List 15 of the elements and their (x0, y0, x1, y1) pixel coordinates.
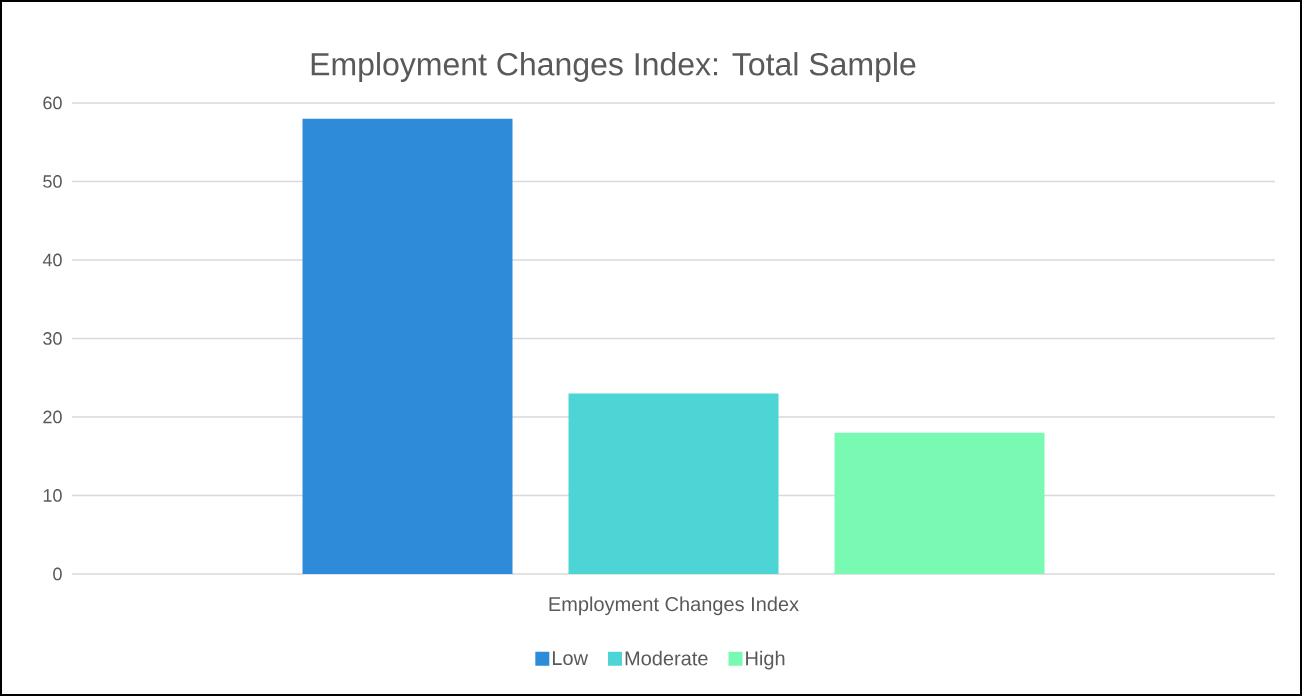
y-tick-label: 0 (53, 567, 62, 581)
legend-label: High (746, 650, 785, 670)
x-tick-label: Employment Changes Index (549, 596, 799, 616)
legend-label: Low (552, 651, 589, 666)
y-tick-label: 30 (43, 332, 62, 345)
y-tick-label: 10 (43, 489, 62, 502)
y-tick-label: 60 (43, 96, 62, 110)
y-tick-label: 20 (43, 410, 62, 424)
y-tick-label: 50 (43, 175, 62, 188)
bar (302, 118, 513, 574)
legend-label: Moderate (625, 650, 708, 666)
y-tick-label: 40 (42, 253, 62, 267)
bar (834, 432, 1045, 574)
bar (568, 393, 779, 574)
chart-title: Employment Changes Index: Total Sample (311, 52, 916, 82)
